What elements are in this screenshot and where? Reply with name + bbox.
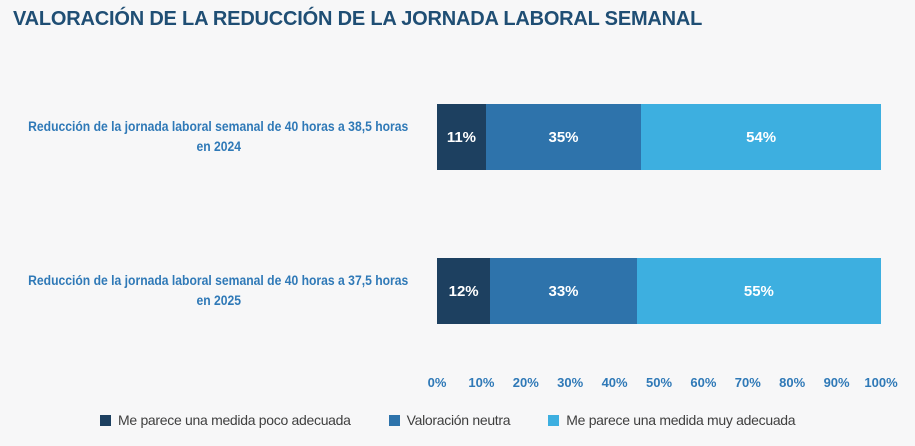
bar-row-2025: Reducción de la jornada laboral semanal … [0,258,915,324]
x-axis-tick: 20% [512,375,539,390]
category-label-line1: Reducción de la jornada laboral semanal … [28,273,409,288]
legend-item-muy-adecuada: Me parece una medida muy adecuada [548,412,796,428]
stacked-bar-2024: 11% 35% 54% [437,104,881,170]
legend-item-neutra: Valoración neutra [388,412,511,428]
bar-segment-neutra: 35% [485,104,642,170]
x-axis-tick: 70% [734,375,761,390]
category-label-line2: en 2025 [196,293,241,308]
category-label-2024: Reducción de la jornada laboral semanal … [0,104,437,170]
bar-segment-muy-adecuada: 55% [636,258,881,324]
category-label-line2: en 2024 [196,139,241,154]
legend-label: Me parece una medida poco adecuada [118,412,351,428]
legend: Me parece una medida poco adecuada Valora… [100,411,796,429]
x-axis-tick: 90% [823,375,850,390]
legend-swatch-icon [100,414,111,426]
x-axis-tick: 30% [557,375,584,390]
bar-segment-poco-adecuada: 12% [437,258,491,324]
x-axis-tick: 60% [690,375,717,390]
x-axis-tick: 100% [864,375,898,390]
legend-swatch-icon [388,414,400,426]
legend-label: Valoración neutra [406,412,511,428]
category-label-2025: Reducción de la jornada laboral semanal … [0,258,437,324]
x-axis-tick: 50% [645,375,673,390]
legend-swatch-icon [548,414,560,426]
x-axis-tick: 0% [427,375,447,390]
category-label-line1: Reducción de la jornada laboral semanal … [28,119,409,134]
bar-segment-poco-adecuada: 11% [437,104,486,170]
x-axis-tick: 10% [468,375,495,390]
bar-row-2024: Reducción de la jornada laboral semanal … [0,104,915,170]
x-axis-tick: 40% [601,375,628,390]
x-axis: 0% 10% 20% 30% 40% 50% 60% 70% 80% 90% 100% [428,375,898,392]
legend-item-poco-adecuada: Me parece una medida poco adecuada [100,412,351,428]
chart-title: VALORACIÓN DE LA REDUCCIÓN DE LA JORNADA… [13,8,703,30]
legend-label: Me parece una medida muy adecuada [566,412,796,428]
stacked-bar-2025: 12% 33% 55% [437,258,881,324]
bar-segment-muy-adecuada: 54% [641,104,881,170]
x-axis-tick: 80% [779,375,806,390]
bar-segment-neutra: 33% [490,258,637,324]
